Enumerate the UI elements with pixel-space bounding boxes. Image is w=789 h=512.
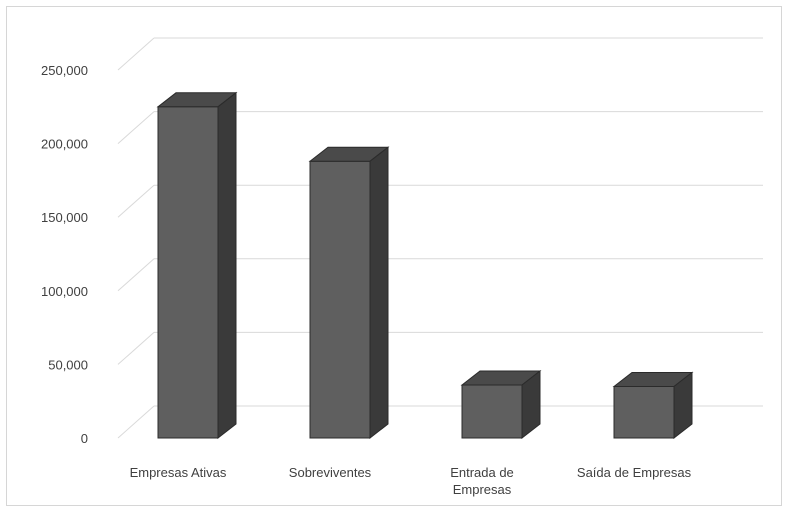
y-tick-label: 50,000 bbox=[48, 357, 88, 372]
bar bbox=[613, 385, 675, 439]
y-tick-label: 200,000 bbox=[41, 137, 88, 152]
y-tick-label: 250,000 bbox=[41, 63, 88, 78]
bar bbox=[461, 384, 523, 439]
gridline-diagonal bbox=[117, 405, 155, 439]
y-tick-label: 100,000 bbox=[41, 284, 88, 299]
gridline-diagonal bbox=[117, 111, 155, 144]
bar bbox=[309, 160, 371, 439]
bar-side bbox=[673, 371, 693, 440]
gridline-diagonal bbox=[117, 184, 155, 218]
bar-side bbox=[369, 146, 389, 440]
x-category-label: Empresas bbox=[453, 482, 512, 497]
bar-side bbox=[217, 91, 237, 440]
y-tick-label: 150,000 bbox=[41, 210, 88, 225]
x-category-label: Empresas Ativas bbox=[130, 465, 227, 480]
gridline-diagonal bbox=[117, 332, 155, 365]
gridline-diagonal bbox=[117, 37, 155, 71]
bar-side bbox=[521, 369, 541, 440]
y-tick-label: 0 bbox=[81, 431, 88, 446]
x-category-label: Sobreviventes bbox=[289, 465, 372, 480]
bar bbox=[157, 106, 219, 439]
x-category-label: Entrada de bbox=[450, 465, 514, 480]
gridline-diagonal bbox=[117, 258, 155, 292]
x-category-label: Saída de Empresas bbox=[577, 465, 692, 480]
